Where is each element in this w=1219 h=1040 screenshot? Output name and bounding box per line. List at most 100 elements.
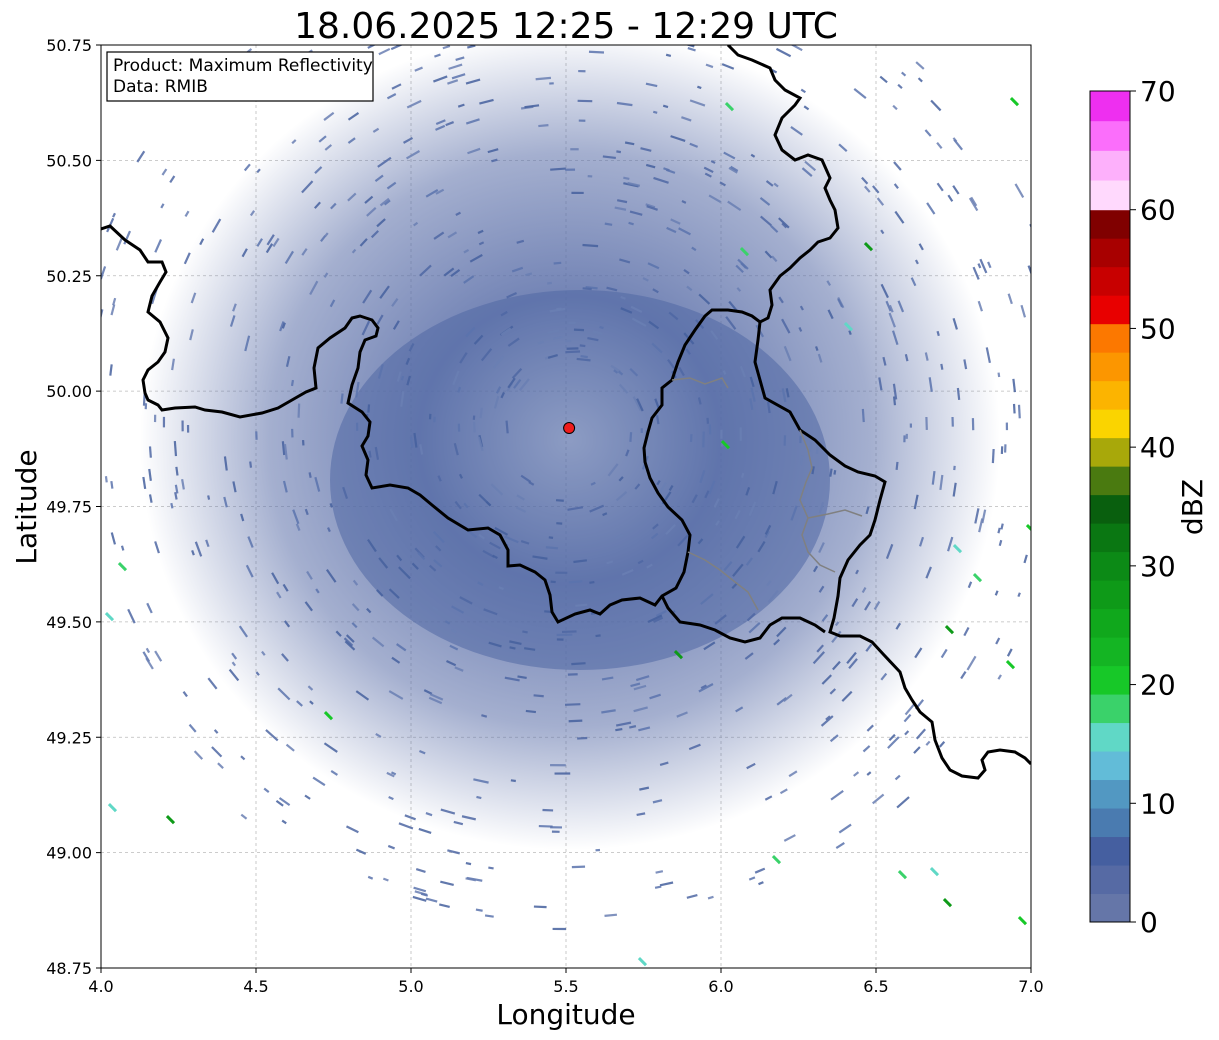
echo-speckle (110, 481, 114, 489)
echo-speckle (173, 440, 178, 457)
echo-speckle (719, 181, 726, 187)
echo-speckle (420, 892, 429, 897)
colorbar-segment (1090, 779, 1130, 809)
echo-speckle-strong (972, 573, 983, 583)
colorbar-segment (1090, 352, 1130, 382)
echo-speckle (145, 647, 151, 654)
echo-speckle (894, 210, 905, 224)
echo-speckle (838, 143, 848, 153)
echo-speckle (1006, 648, 1013, 657)
echo-speckle (681, 200, 687, 204)
echo-speckle (678, 366, 685, 377)
echo-speckle (434, 53, 441, 58)
colorbar-segment (1090, 323, 1130, 353)
echo-speckle (879, 75, 888, 84)
echo-speckle (654, 885, 662, 889)
echo-speckle (683, 268, 690, 275)
echo-speckle (655, 610, 667, 618)
echo-speckle (974, 508, 980, 524)
echo-speckle (243, 163, 251, 172)
y-tick-label: 50.75 (46, 36, 92, 55)
echo-speckle (368, 450, 372, 458)
echo-speckle (463, 275, 475, 284)
echo-speckle (183, 252, 191, 265)
colorbar-segment (1090, 665, 1130, 695)
echo-speckle (446, 660, 457, 667)
echo-speckle (272, 237, 280, 248)
echo-speckle (223, 456, 228, 471)
x-tick-label: 5.5 (553, 977, 578, 996)
echo-speckle (188, 723, 197, 733)
echo-speckle (175, 466, 179, 476)
echo-speckle (766, 401, 771, 414)
echo-speckle (708, 424, 712, 435)
echo-speckle (556, 638, 564, 641)
echo-speckle (703, 166, 714, 174)
echo-speckle (861, 586, 867, 594)
colorbar-segment (1090, 209, 1130, 239)
echo-speckle (256, 238, 263, 247)
echo-speckle (550, 826, 563, 829)
echo-speckle (667, 359, 675, 369)
echo-speckle (757, 540, 766, 553)
echo-speckle (403, 136, 414, 144)
echo-speckle (199, 238, 205, 246)
echo-speckle (655, 870, 664, 874)
echo-speckle (450, 628, 457, 634)
echo-speckle (963, 626, 970, 637)
echo-speckle (766, 580, 772, 587)
echo-speckle (872, 793, 885, 805)
echo-speckle (347, 137, 356, 144)
echo-speckle (283, 443, 288, 460)
echo-speckle (936, 330, 940, 337)
echo-speckle (500, 391, 506, 399)
x-tick-label: 4.5 (243, 977, 268, 996)
echo-speckle-strong (771, 855, 782, 865)
echo-speckle (265, 243, 274, 254)
echo-speckle (301, 248, 308, 256)
echo-speckle (730, 165, 739, 172)
echo-speckle (745, 486, 751, 496)
echo-speckle (770, 225, 779, 233)
echo-speckle (491, 158, 498, 163)
echo-speckle (263, 787, 270, 793)
echo-speckle (781, 318, 791, 334)
echo-speckle (296, 700, 303, 707)
echo-speckle (414, 66, 423, 72)
echo-speckle (799, 305, 804, 311)
echo-speckle (432, 606, 439, 612)
echo-speckle (170, 502, 174, 509)
colorbar-segment (1090, 865, 1130, 895)
echo-speckle (495, 386, 502, 394)
echo-speckle (447, 849, 461, 855)
echo-speckle (818, 542, 825, 554)
echo-speckle (848, 9, 855, 15)
echo-speckle (207, 677, 218, 690)
echo-speckle (630, 305, 643, 313)
echo-speckle (582, 243, 599, 248)
echo-speckle (550, 167, 566, 171)
echo-speckle (592, 330, 603, 335)
echo-speckle (433, 416, 436, 423)
echo-speckle (947, 194, 954, 202)
echo-speckle (513, 378, 522, 389)
colorbar-segment (1090, 694, 1130, 724)
y-tick-label: 50.50 (46, 151, 92, 170)
echo-speckle (419, 749, 426, 755)
echo-speckle (467, 45, 476, 49)
echo-speckle (781, 388, 787, 403)
echo-speckle (897, 300, 905, 313)
echo-speckle (249, 461, 253, 468)
echo-speckle (748, 621, 761, 634)
echo-speckle (307, 685, 314, 691)
echo-speckle (736, 287, 742, 292)
echo-speckle (565, 168, 576, 171)
echo-speckle (439, 903, 450, 908)
echo-speckle (412, 895, 427, 902)
echo-speckle (765, 180, 774, 187)
echo-speckle (375, 732, 382, 738)
echo-speckle (1063, 578, 1069, 591)
echo-speckle (504, 676, 520, 682)
echo-speckle (522, 630, 528, 634)
echo-speckle (95, 287, 100, 298)
